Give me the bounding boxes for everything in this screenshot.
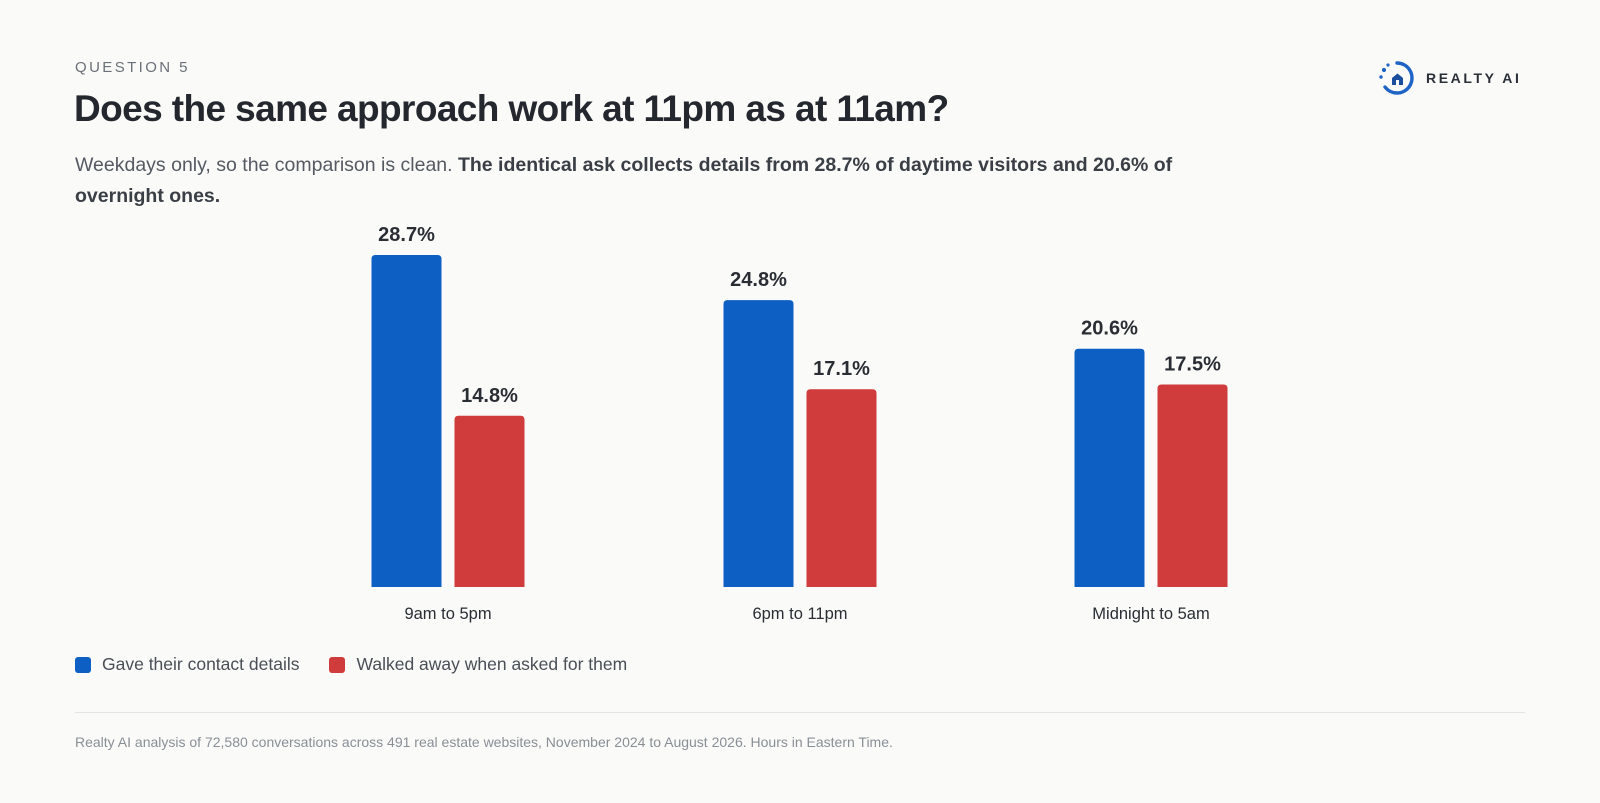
bar-gave-details-midnight-to-5am (1074, 348, 1145, 587)
data-label-walked-away-9am-to-5pm: 14.8% (461, 385, 518, 407)
realty-ai-logo: REALTY AI (1378, 60, 1521, 96)
realty-ai-logo-icon (1379, 61, 1414, 95)
legend-label-gave-details: Gave their contact details (102, 654, 300, 674)
data-label-walked-away-6pm-to-11pm: 17.1% (813, 358, 870, 380)
subtitle-plain: Weekdays only, so the comparison is clea… (75, 154, 458, 176)
bar-walked-away-6pm-to-11pm (806, 389, 877, 587)
question-eyebrow: QUESTION 5 (75, 59, 190, 76)
source-note: Realty AI analysis of 72,580 conversatio… (75, 734, 893, 750)
data-label-gave-details-6pm-to-11pm: 24.8% (730, 269, 787, 291)
footer-divider (75, 712, 1525, 713)
subtitle-bold: The identical ask collects details from … (75, 154, 1173, 207)
data-label-gave-details-midnight-to-5am: 20.6% (1081, 318, 1138, 340)
logo-text: REALTY AI (1426, 70, 1522, 86)
bar-gave-details-6pm-to-11pm (723, 300, 794, 587)
bar-chart: 28.7% 14.8% 9am to 5pm 24.8% 17.1% 6pm to 11p… (371, 224, 1228, 623)
data-label-walked-away-midnight-to-5am: 17.5% (1164, 354, 1221, 376)
category-label-9am-to-5pm: 9am to 5pm (404, 605, 491, 623)
bar-gave-details-9am-to-5pm (371, 255, 442, 587)
legend-swatch-gave-details (75, 656, 91, 673)
page-subtitle: Weekdays only, so the comparison is clea… (75, 150, 1235, 212)
data-label-gave-details-9am-to-5pm: 28.7% (378, 224, 435, 246)
legend-item-walked-away: Walked away when asked for them (329, 654, 627, 675)
legend-swatch-walked-away (329, 656, 346, 673)
bar-walked-away-midnight-to-5am (1157, 384, 1228, 587)
bar-walked-away-9am-to-5pm (454, 415, 525, 587)
page-title: Does the same approach work at 11pm as a… (74, 88, 949, 129)
legend-label-walked-away: Walked away when asked for them (356, 654, 628, 674)
category-label-midnight-to-5am: Midnight to 5am (1092, 605, 1209, 623)
category-label-6pm-to-11pm: 6pm to 11pm (752, 605, 847, 623)
legend-item-gave-details: Gave their contact details (75, 654, 299, 675)
chart-legend: Gave their contact details Walked away w… (75, 654, 657, 675)
